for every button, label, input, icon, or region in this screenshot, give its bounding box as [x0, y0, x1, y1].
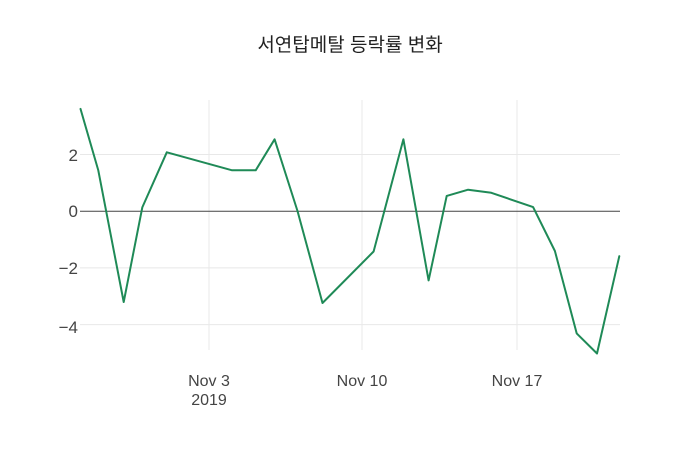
svg-text:−2: −2	[59, 259, 78, 278]
svg-text:0: 0	[69, 202, 78, 221]
svg-text:2019: 2019	[191, 392, 227, 409]
svg-text:2: 2	[69, 146, 78, 165]
svg-text:Nov 10: Nov 10	[337, 373, 388, 390]
svg-text:Nov 17: Nov 17	[492, 373, 543, 390]
svg-text:Nov 3: Nov 3	[188, 373, 230, 390]
svg-text:−4: −4	[59, 318, 78, 337]
